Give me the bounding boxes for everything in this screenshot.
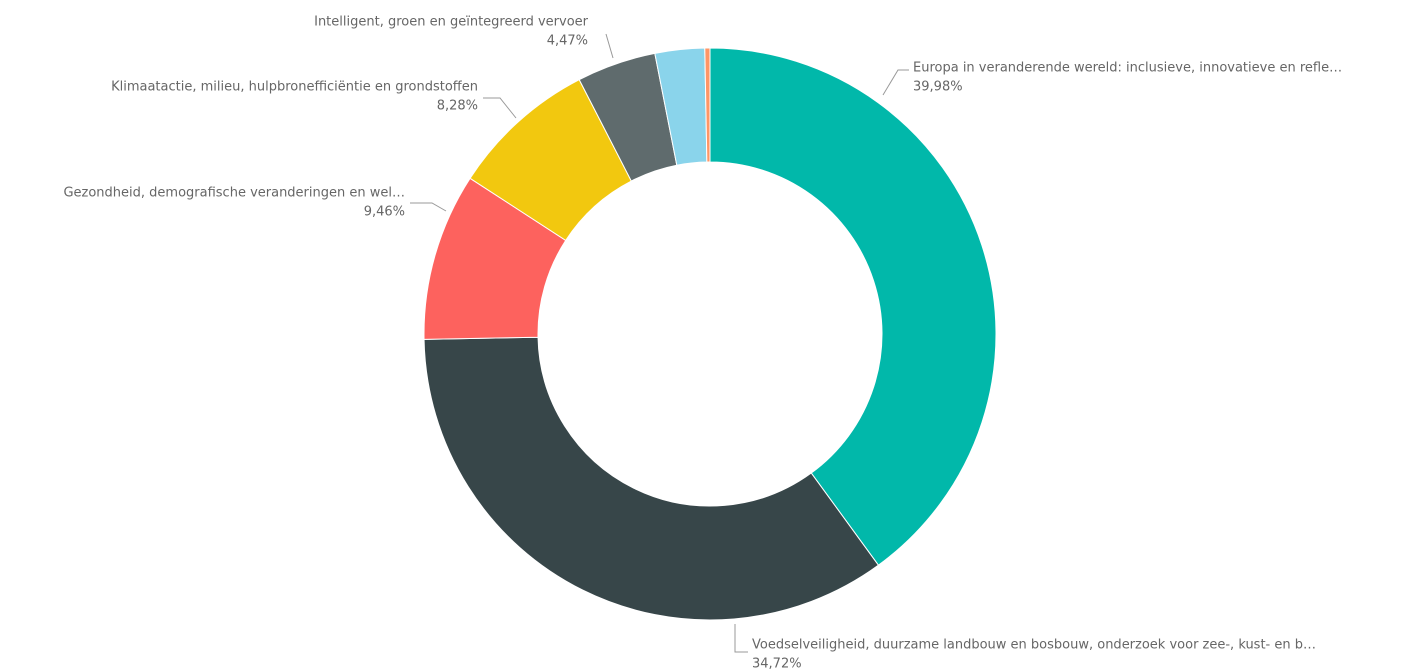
slice-label: Gezondheid, demografische veranderingen … [63,186,405,201]
slice-label: Europa in veranderende wereld: inclusiev… [913,61,1342,76]
slice-value-label: 9,46% [364,205,405,220]
slice-value-label: 8,28% [437,99,478,114]
leader-line [882,69,909,96]
leader-line [605,33,614,59]
donut-segment [704,47,711,163]
slice-value-label: 4,47% [547,34,588,49]
slice-label: Voedselveiligheid, duurzame landbouw en … [752,638,1316,653]
leader-line [734,624,748,653]
slice-value-label: 34,72% [752,657,802,671]
leader-line [483,97,517,119]
leader-line [410,202,447,212]
slice-label: Intelligent, groen en geïntegreerd vervo… [314,15,589,30]
donut-segment [423,336,880,621]
donut-segment [709,47,997,566]
slice-value-label: 39,98% [913,80,963,95]
slice-label: Klimaatactie, milieu, hulpbronefficiënti… [111,80,478,95]
